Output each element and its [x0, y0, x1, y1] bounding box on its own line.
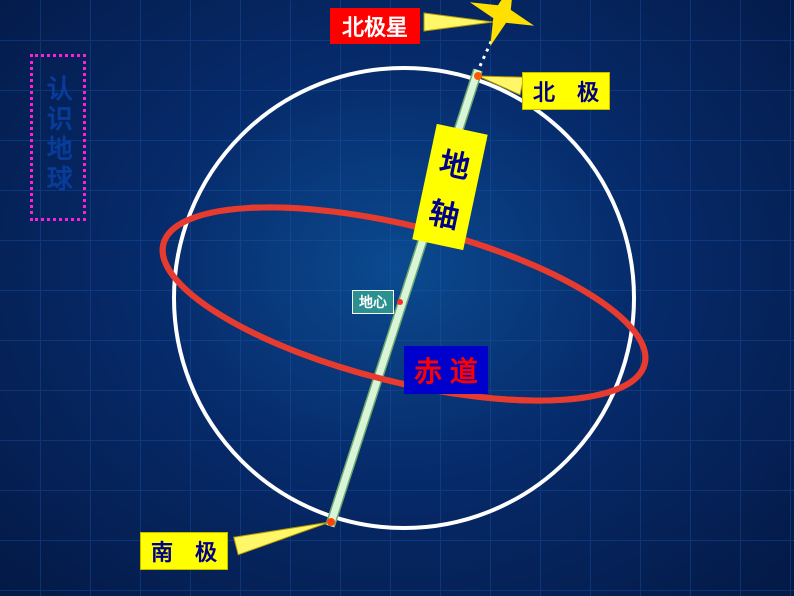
label-polaris: 北极星 — [330, 8, 420, 44]
earth-center-dot — [397, 299, 403, 305]
axis-label-char-1: 地 — [436, 137, 474, 186]
diagram-svg — [0, 0, 794, 596]
label-earth-center: 地心 — [352, 290, 394, 314]
pointer-south-pole — [234, 522, 330, 555]
pointer-north-pole — [478, 76, 524, 95]
axis-label-char-2: 轴 — [425, 187, 463, 236]
pointer-polaris — [424, 13, 493, 31]
label-south-pole: 南 极 — [140, 532, 228, 570]
label-equator: 赤 道 — [404, 346, 488, 394]
polaris-star-icon — [458, 0, 546, 58]
title-text: 认识地球 — [42, 75, 75, 195]
south-pole-dot — [327, 518, 335, 526]
north-pole-dot — [474, 72, 482, 80]
label-north-pole: 北 极 — [522, 72, 610, 110]
title-box: 认识地球 — [30, 54, 86, 221]
